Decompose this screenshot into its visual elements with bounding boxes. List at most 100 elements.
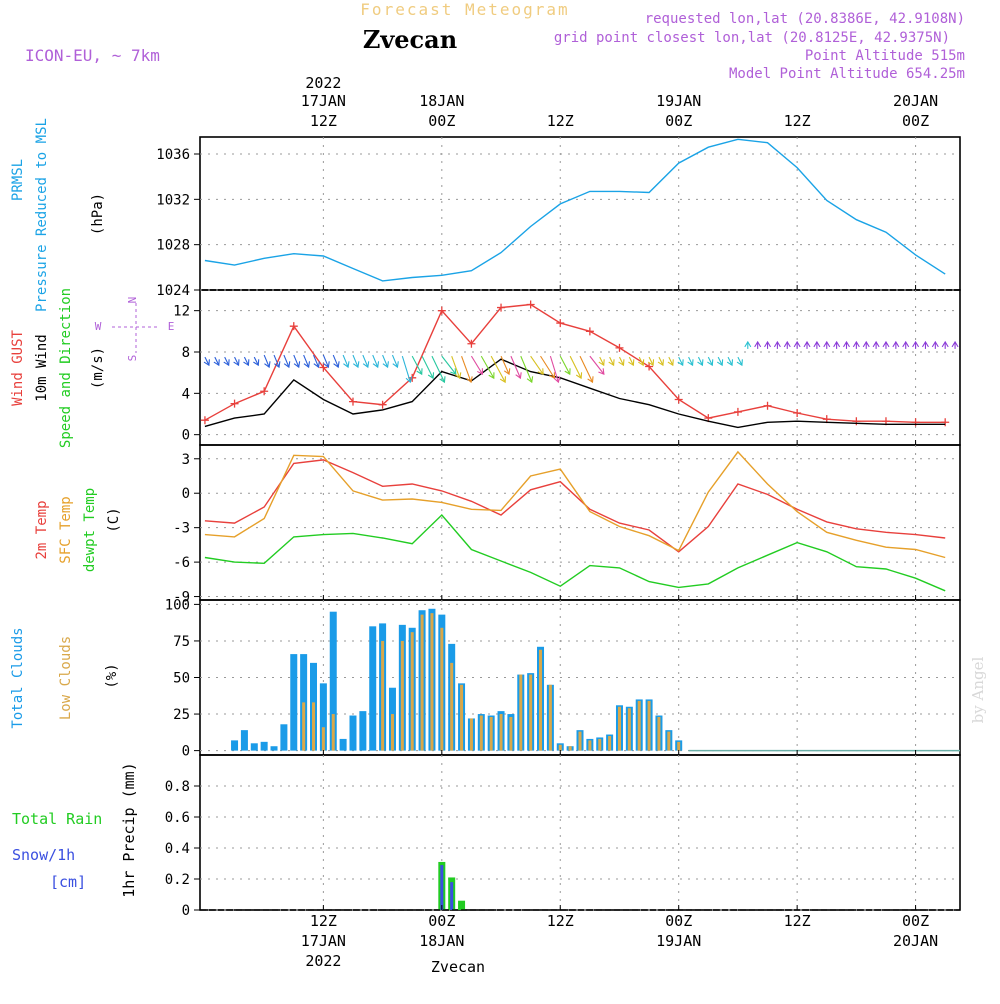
panel-title-gust: Wind GUST: [10, 330, 26, 406]
wind-direction-arrow: [213, 356, 220, 367]
ytick-label: 75: [173, 634, 190, 650]
gust-point: [437, 306, 446, 315]
wind-arrow-head: [352, 361, 360, 369]
watermark: by Angel: [969, 656, 987, 723]
wind-arrow-head: [372, 361, 380, 369]
wind-direction-arrow: [941, 340, 949, 349]
wind-arrow-head: [243, 359, 250, 367]
compass-e: E: [168, 320, 175, 333]
panel-title-sfc: SFC Temp: [58, 496, 74, 563]
wind-arrow-head: [499, 376, 506, 384]
ytick-label: 0: [182, 903, 190, 919]
gust-point: [497, 303, 506, 312]
gust-point: [674, 395, 683, 404]
wind-arrow-head: [862, 340, 870, 348]
wind-direction-arrow: [510, 355, 522, 380]
wind-arrow-head: [833, 340, 841, 348]
wind-arrow-head: [503, 368, 511, 376]
ytick-label: 1024: [156, 283, 190, 299]
wind-direction-arrow: [342, 354, 350, 369]
title-top: Forecast Meteogram: [360, 0, 569, 19]
ytick-label: 3: [182, 452, 190, 468]
wind-direction-arrow: [697, 356, 704, 367]
wind-arrow-head: [783, 340, 791, 348]
wind-direction-arrow: [500, 355, 511, 376]
wind-arrow-shaft: [283, 354, 290, 368]
gust-point: [526, 300, 535, 309]
wind-arrow-head: [793, 340, 801, 348]
wind-arrow-head: [852, 340, 860, 348]
compass-n: N: [126, 297, 139, 304]
cloud-bar-low: [578, 731, 582, 751]
ytick-label: -9: [173, 590, 190, 606]
wind-direction-arrow: [872, 340, 880, 349]
cloud-bar-low: [400, 640, 404, 751]
panel-frame-precip: [199, 754, 961, 911]
wind-arrow-shaft: [569, 355, 582, 379]
cloud-bar-low: [430, 613, 434, 751]
compass-cross: [112, 303, 160, 353]
cloud-bar-total: [359, 711, 367, 751]
wind-arrow-head: [843, 340, 850, 348]
unit-precip: 1hr Precip (mm): [120, 762, 138, 897]
wind-arrow-shaft: [401, 355, 411, 383]
wind-arrow-head: [223, 359, 230, 367]
cloud-bar-low: [617, 706, 621, 751]
wind-direction-arrow: [372, 354, 380, 369]
wind-arrow-head: [912, 340, 920, 348]
wind-arrow-shaft: [727, 356, 733, 366]
cloud-bar-low: [647, 700, 651, 751]
cloud-bar-total: [260, 741, 268, 751]
point-altitude: Point Altitude 515m: [805, 48, 965, 64]
wind-arrow-head: [264, 361, 271, 369]
wind-direction-arrow: [912, 340, 920, 349]
wind-arrow-head: [303, 361, 311, 369]
panel-title-dir: Speed and Direction: [58, 288, 74, 448]
wind-direction-arrow: [951, 340, 959, 349]
panel-title-dew: dewpt Temp: [82, 488, 98, 572]
cloud-bar-low: [509, 716, 513, 751]
wind-direction-arrow: [921, 340, 929, 349]
wind-direction-arrow: [441, 355, 457, 375]
wind-arrow-head: [333, 361, 340, 369]
time-label-top: 00Z: [665, 112, 692, 130]
cloud-bar-total: [231, 740, 239, 751]
cloud-bar-low: [539, 649, 543, 751]
wind-direction-arrow: [589, 355, 605, 375]
wind-arrow-shaft: [431, 355, 445, 383]
time-label-top: 19JAN: [656, 92, 701, 110]
wind-direction-arrow: [677, 356, 684, 367]
gust-point: [763, 401, 772, 410]
cloud-bar-low: [667, 731, 671, 751]
wind-arrow-head: [405, 376, 413, 384]
wind-arrow-head: [575, 372, 583, 380]
wind-arrow-shaft: [322, 354, 329, 368]
wind-direction-arrow: [569, 355, 583, 380]
wind-direction-arrow: [882, 340, 890, 349]
wind-direction-arrow: [332, 354, 340, 369]
wind-direction-arrow: [843, 340, 850, 349]
wind-arrow-head: [902, 340, 910, 348]
time-label-bottom: 2022: [305, 952, 341, 970]
wind-arrow-shaft: [628, 356, 634, 366]
wind-arrow-shaft: [470, 355, 483, 375]
panel-title-temp2m: 2m Temp: [34, 500, 50, 559]
time-label-top: 12Z: [784, 112, 811, 130]
wind-direction-arrow: [833, 340, 841, 349]
wind-direction-arrow: [520, 355, 534, 384]
wind-arrow-head: [343, 361, 350, 369]
ytick-label: 1036: [156, 147, 190, 163]
wind-direction-arrow: [628, 356, 635, 367]
gust-point: [200, 416, 209, 425]
time-label-top: 00Z: [902, 112, 929, 130]
wind-arrow-shaft: [648, 356, 654, 366]
time-label-top: 00Z: [428, 112, 455, 130]
wind-direction-arrow: [638, 356, 645, 367]
time-label-bottom: 19JAN: [656, 932, 701, 950]
wind-arrow-head: [537, 368, 544, 376]
wind-arrow-shaft: [243, 356, 249, 366]
grid-point-coords: grid point closest lon,lat (20.8125E, 42…: [554, 30, 950, 46]
wind-arrow-head: [941, 340, 949, 348]
wind-arrow-shaft: [589, 355, 605, 375]
wind-arrow-head: [647, 359, 655, 367]
